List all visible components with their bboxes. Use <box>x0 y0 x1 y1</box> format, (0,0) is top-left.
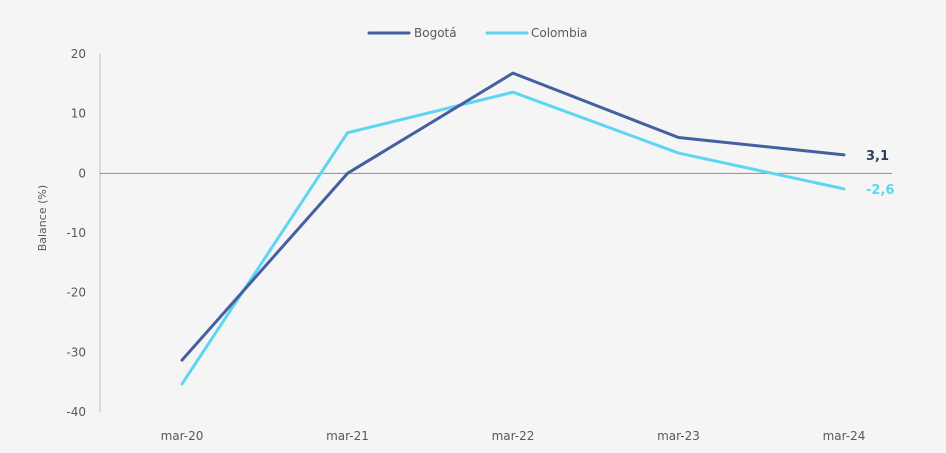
y-tick-label: -10 <box>66 226 86 240</box>
y-tick-label: 10 <box>71 107 86 121</box>
y-tick-label: -40 <box>66 405 86 419</box>
x-tick-label: mar-21 <box>326 429 369 443</box>
x-tick-label: mar-22 <box>492 429 535 443</box>
x-tick-label: mar-24 <box>823 429 866 443</box>
y-tick-label: -30 <box>66 345 86 359</box>
y-tick-label: -20 <box>66 286 86 300</box>
x-tick-label: mar-23 <box>657 429 700 443</box>
end-label-0: 3,1 <box>866 149 889 164</box>
legend-label-1: Colombia <box>531 26 587 40</box>
legend: Bogotá Colombia <box>367 26 587 40</box>
end-labels: 3,1 -2,6 <box>866 149 894 198</box>
y-tick-label: 0 <box>78 166 86 180</box>
x-axis: mar-20 mar-21 mar-22 mar-23 mar-24 <box>161 429 866 443</box>
legend-label-0: Bogotá <box>414 26 457 40</box>
y-axis-title: Balance (%) <box>36 185 49 251</box>
series-group <box>180 71 846 386</box>
y-axis: 20 10 0 -10 -20 -30 -40 <box>66 47 101 419</box>
x-tick-label: mar-20 <box>161 429 204 443</box>
y-tick-label: 20 <box>71 47 86 61</box>
end-label-1: -2,6 <box>866 183 894 198</box>
